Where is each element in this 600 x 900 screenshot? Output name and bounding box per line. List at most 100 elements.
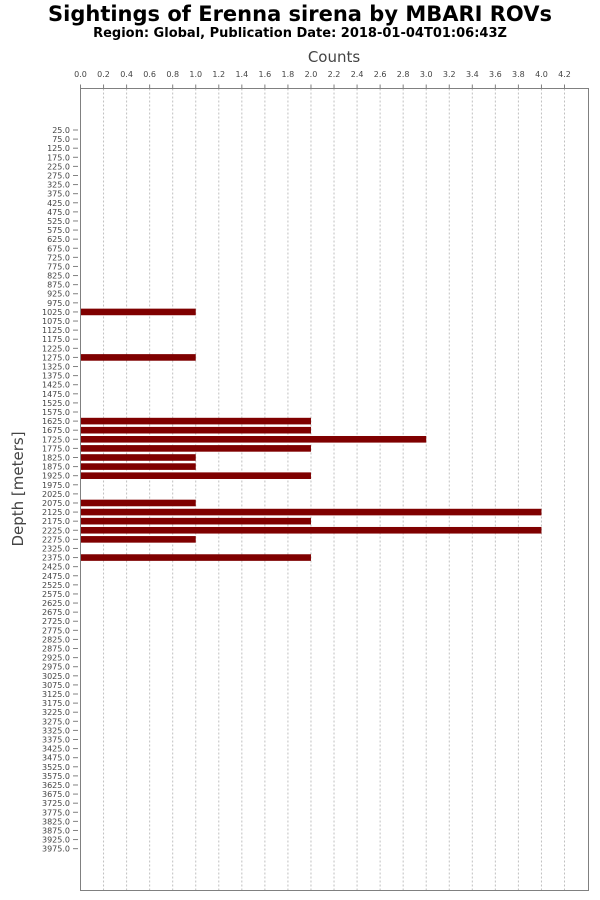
y-tick-label: 1025.0 xyxy=(42,308,70,317)
y-tick-label: 2675.0 xyxy=(42,608,70,617)
y-tick-label: 2025.0 xyxy=(42,490,70,499)
bar xyxy=(80,435,427,443)
y-tick-label: 825.0 xyxy=(47,272,70,281)
y-tick-label: 2925.0 xyxy=(42,654,70,663)
chart-subtitle: Region: Global, Publication Date: 2018-0… xyxy=(93,26,507,41)
bar xyxy=(80,517,311,525)
y-tick-label: 675.0 xyxy=(47,244,70,253)
bar xyxy=(80,426,311,434)
y-tick-label: 1975.0 xyxy=(42,481,70,490)
y-tick-label: 3975.0 xyxy=(42,845,70,854)
x-tick-label: 3.8 xyxy=(512,70,525,79)
bar xyxy=(80,472,311,479)
y-tick-label: 3425.0 xyxy=(42,745,70,754)
y-tick-label: 1275.0 xyxy=(42,353,70,362)
x-tick-label: 1.0 xyxy=(189,70,202,79)
y-tick-label: 725.0 xyxy=(47,253,70,262)
y-tick-label: 1725.0 xyxy=(42,435,70,444)
y-tick-label: 1475.0 xyxy=(42,390,70,399)
y-tick-label: 25.0 xyxy=(52,126,70,135)
x-tick-label: 2.6 xyxy=(374,70,387,79)
y-tick-label: 375.0 xyxy=(47,190,70,199)
bar xyxy=(80,463,196,470)
y-tick-label: 475.0 xyxy=(47,208,70,217)
x-tick-label: 2.0 xyxy=(305,70,318,79)
y-tick-label: 225.0 xyxy=(47,162,70,171)
y-tick-label: 425.0 xyxy=(47,199,70,208)
y-tick-label: 2825.0 xyxy=(42,635,70,644)
x-tick-label: 3.4 xyxy=(466,70,479,79)
x-tick-label: 3.6 xyxy=(489,70,502,79)
y-tick-label: 325.0 xyxy=(47,181,70,190)
x-tick-label: 1.6 xyxy=(259,70,272,79)
y-tick-label: 2525.0 xyxy=(42,581,70,590)
x-tick-label: 3.0 xyxy=(420,70,433,79)
y-tick-label: 575.0 xyxy=(47,226,70,235)
y-tick-label: 1825.0 xyxy=(42,453,70,462)
y-tick-label: 2725.0 xyxy=(42,617,70,626)
y-tick-label: 1325.0 xyxy=(42,363,70,372)
y-tick-labels: 25.075.0125.0175.0225.0275.0325.0375.042… xyxy=(42,126,78,854)
bar xyxy=(80,454,196,461)
y-tick-label: 1175.0 xyxy=(42,335,70,344)
x-tick-label: 2.2 xyxy=(328,70,341,79)
y-tick-label: 3325.0 xyxy=(42,726,70,735)
x-tick-label: 1.8 xyxy=(282,70,295,79)
y-tick-label: 1425.0 xyxy=(42,381,70,390)
y-tick-label: 2175.0 xyxy=(42,517,70,526)
bar xyxy=(80,499,196,507)
y-tick-label: 625.0 xyxy=(47,235,70,244)
bar xyxy=(80,554,311,561)
bar xyxy=(80,354,196,361)
y-tick-label: 975.0 xyxy=(47,299,70,308)
y-tick-label: 2875.0 xyxy=(42,645,70,654)
y-tick-label: 1875.0 xyxy=(42,463,70,472)
y-tick-label: 3075.0 xyxy=(42,681,70,690)
x-tick-label: 2.4 xyxy=(351,70,364,79)
y-tick-label: 3775.0 xyxy=(42,808,70,817)
y-axis-title: Depth [meters] xyxy=(9,431,27,546)
y-tick-label: 1525.0 xyxy=(42,399,70,408)
x-tick-label: 3.2 xyxy=(443,70,456,79)
y-tick-label: 275.0 xyxy=(47,171,70,180)
y-tick-label: 3225.0 xyxy=(42,708,70,717)
x-tick-label: 0.8 xyxy=(166,70,179,79)
x-tick-label: 4.2 xyxy=(558,70,571,79)
y-tick-label: 775.0 xyxy=(47,262,70,271)
y-tick-label: 2975.0 xyxy=(42,663,70,672)
x-tick-label: 1.4 xyxy=(235,70,248,79)
y-tick-label: 1575.0 xyxy=(42,408,70,417)
y-tick-label: 1775.0 xyxy=(42,444,70,453)
y-tick-label: 2275.0 xyxy=(42,535,70,544)
y-tick-label: 2625.0 xyxy=(42,599,70,608)
y-tick-label: 1925.0 xyxy=(42,472,70,481)
y-tick-label: 3525.0 xyxy=(42,763,70,772)
y-tick-label: 2775.0 xyxy=(42,626,70,635)
bar xyxy=(80,445,311,452)
x-tick-label: 0.2 xyxy=(97,70,110,79)
y-tick-label: 125.0 xyxy=(47,144,70,153)
y-tick-label: 3275.0 xyxy=(42,717,70,726)
x-tick-labels: 0.0 0.2 0.4 0.6 0.8 1.0 1.2 1.4 1.6 1.8 2.0 2.2 2.4 2… xyxy=(74,70,571,89)
chart-title: Sightings of Erenna sirena by MBARI ROVs xyxy=(48,2,552,26)
x-tick-label: 0.4 xyxy=(120,70,133,79)
bar xyxy=(80,536,196,543)
x-tick-label: 2.8 xyxy=(397,70,410,79)
x-tick-label: 1.2 xyxy=(212,70,225,79)
y-tick-label: 3125.0 xyxy=(42,690,70,699)
y-tick-label: 3175.0 xyxy=(42,699,70,708)
x-tick-label: 0.0 xyxy=(74,70,87,79)
y-tick-label: 3575.0 xyxy=(42,772,70,781)
bar xyxy=(80,526,542,534)
y-tick-label: 875.0 xyxy=(47,281,70,290)
y-tick-label: 925.0 xyxy=(47,290,70,299)
y-tick-label: 3825.0 xyxy=(42,817,70,826)
y-tick-label: 2575.0 xyxy=(42,590,70,599)
y-tick-label: 3625.0 xyxy=(42,781,70,790)
bar xyxy=(80,508,542,516)
bars xyxy=(80,308,542,561)
y-tick-label: 1225.0 xyxy=(42,344,70,353)
y-tick-label: 3025.0 xyxy=(42,672,70,681)
y-tick-label: 2325.0 xyxy=(42,544,70,553)
y-tick-label: 3375.0 xyxy=(42,735,70,744)
